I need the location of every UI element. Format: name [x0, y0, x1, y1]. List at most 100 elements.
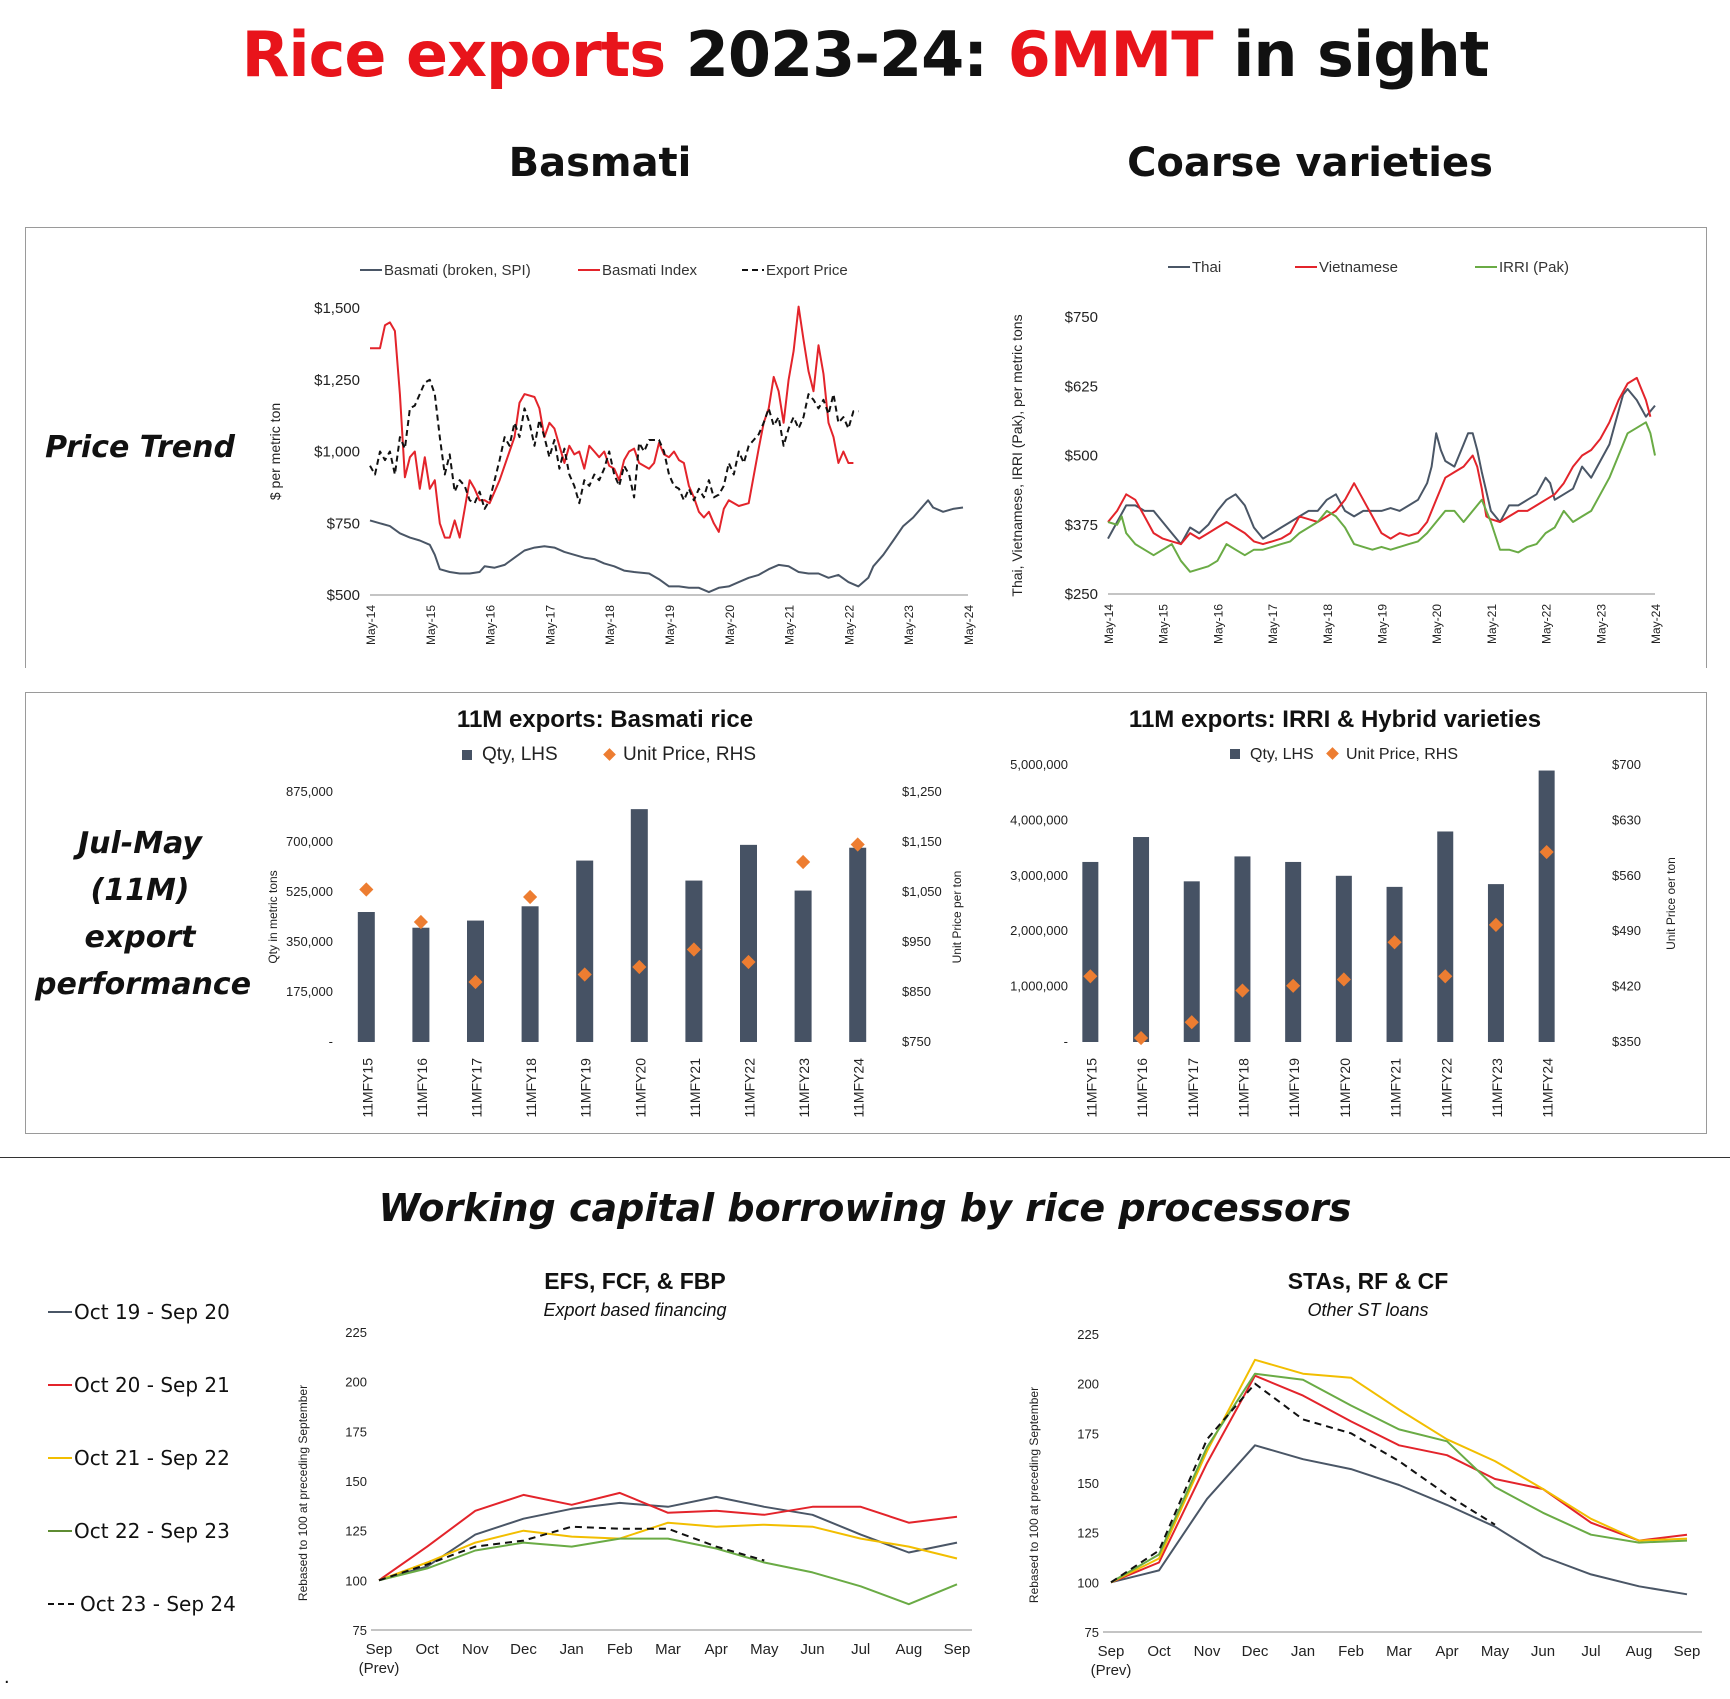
y-tick-label: 225 — [345, 1325, 367, 1340]
legend-swatch — [48, 1530, 72, 1532]
legend-swatch — [48, 1457, 72, 1459]
bar — [1234, 856, 1251, 1042]
bar — [521, 906, 539, 1042]
x-tick-label: May — [750, 1641, 779, 1658]
unit-price-marker — [686, 942, 701, 957]
bar — [1437, 831, 1454, 1042]
y-tick-label: 875,000 — [286, 784, 333, 799]
y-tick-label: 125 — [1077, 1526, 1099, 1541]
chart-title: 11M exports: Basmati rice — [457, 706, 753, 733]
x-tick-label: Feb — [1338, 1643, 1364, 1660]
x-tick-label: Sep — [1674, 1643, 1701, 1660]
y-tick-label: 175 — [1077, 1426, 1099, 1441]
bar — [1335, 875, 1352, 1042]
unit-price-marker — [359, 882, 374, 897]
series-line — [378, 1537, 958, 1606]
stas-rf-cf-chart: STAs, RF & CF Other ST loans 75 100 125 150 17… — [1027, 1268, 1702, 1679]
y2-tick-label: $420 — [1612, 979, 1641, 994]
y-tick-label: 3,000,000 — [1010, 868, 1068, 883]
x-tick-label: Feb — [607, 1641, 633, 1658]
legend-label: IRRI (Pak) — [1499, 259, 1569, 276]
x-tick-label: Oct — [1147, 1643, 1171, 1660]
chart-title: 11M exports: IRRI & Hybrid varieties — [1129, 706, 1541, 733]
x-tick-label: Sep — [944, 1641, 971, 1658]
x-tick-label: May-14 — [1102, 604, 1116, 644]
x-tick-label: Aug — [1626, 1643, 1653, 1660]
coarse-price-chart: Thai Vietnamese IRRI (Pak) $250 $375 $500 $625… — [1009, 259, 1663, 644]
bar — [1285, 861, 1302, 1042]
y-tick-label: - — [329, 1034, 333, 1049]
series-line — [378, 1491, 958, 1582]
title-in-sight: in sight — [1212, 18, 1489, 91]
unit-price-marker — [1438, 969, 1453, 984]
x-tick-label: 11MFY23 — [1489, 1058, 1505, 1118]
bar — [1538, 770, 1555, 1042]
bar — [412, 927, 430, 1042]
bar — [630, 809, 648, 1042]
x-tick-label: May-21 — [1485, 604, 1499, 644]
legend-swatch — [1230, 749, 1240, 759]
bar — [1487, 884, 1504, 1042]
x-tick-label: May-19 — [663, 605, 677, 645]
y-tick-label: $1,500 — [314, 300, 360, 317]
legend-label: Thai — [1192, 259, 1221, 276]
irri-11m-chart: 11M exports: IRRI & Hybrid varieties Qty,… — [1010, 706, 1678, 1118]
series-line — [1110, 1372, 1688, 1584]
unit-price-marker — [1539, 844, 1554, 860]
x-tick-label: May-23 — [902, 605, 916, 645]
x-tick-label: May-21 — [783, 605, 797, 645]
unit-price-marker — [741, 954, 756, 970]
bar — [1386, 886, 1403, 1042]
legend-entry: Oct 22 - Sep 23 — [48, 1519, 230, 1543]
section-divider — [0, 1157, 1730, 1158]
main-title: Rice exports 2023-24: 6MMT in sight — [0, 18, 1730, 91]
x-tick-label: Jan — [560, 1641, 584, 1658]
column-heading-coarse: Coarse varieties — [1127, 140, 1493, 186]
row-label-line: performance — [35, 967, 252, 1002]
x-tick-label: 11MFY20 — [632, 1058, 648, 1118]
x-tick-label: Sep — [1098, 1643, 1125, 1660]
x-tick-label: Jun — [800, 1641, 824, 1658]
x-tick-label: Jul — [851, 1641, 870, 1658]
chart-subtitle: Other ST loans — [1307, 1300, 1428, 1320]
y2-tick-label: $850 — [902, 984, 931, 999]
x-tick-label: May-14 — [364, 605, 378, 645]
x-tick-label: 11MFY15 — [359, 1058, 375, 1118]
bar — [849, 847, 867, 1042]
x-tick-label: May-18 — [603, 605, 617, 645]
x-tick-label: May-15 — [424, 605, 438, 645]
legend-entry: Oct 19 - Sep 20 — [48, 1300, 230, 1324]
legend-label: Qty, LHS — [1250, 746, 1314, 763]
x-tick-label: May-22 — [842, 605, 856, 645]
series-line — [378, 1525, 765, 1582]
y-tick-label: 200 — [1077, 1377, 1099, 1392]
x-tick-label: Aug — [895, 1641, 922, 1658]
y-tick-label: $375 — [1065, 517, 1098, 534]
x-tick-label: 11MFY21 — [687, 1058, 703, 1118]
bar — [1082, 861, 1099, 1042]
efs-fcf-fbp-chart: EFS, FCF, & FBP Export based financing 75 1… — [296, 1268, 972, 1677]
column-heading-basmati: Basmati — [508, 140, 692, 186]
x-tick-label: May-24 — [962, 605, 976, 645]
y-tick-label: 150 — [345, 1474, 367, 1489]
series-line — [1110, 1444, 1688, 1596]
legend-label: Qty, LHS — [482, 744, 558, 765]
row-label-price-trend: Price Trend — [45, 430, 235, 465]
row-label-line: (11M) — [90, 873, 190, 908]
x-tick-label: May-18 — [1321, 604, 1335, 644]
x-tick-label: 11MFY15 — [1083, 1058, 1099, 1118]
y2-tick-label: $560 — [1612, 868, 1641, 883]
x-tick-label: Nov — [462, 1641, 489, 1658]
x-tick-label: May-20 — [723, 605, 737, 645]
y-tick-label: 5,000,000 — [1010, 757, 1068, 772]
x-tick-label: 11MFY17 — [1185, 1058, 1201, 1118]
y-tick-label: $750 — [1065, 309, 1098, 326]
chart-title: EFS, FCF, & FBP — [544, 1268, 725, 1294]
bar — [1133, 837, 1150, 1042]
chart-title: STAs, RF & CF — [1288, 1268, 1449, 1294]
unit-price-marker — [850, 837, 865, 852]
bar — [685, 880, 703, 1042]
working-capital-title: Working capital borrowing by rice proces… — [378, 1186, 1352, 1230]
y-tick-label: 1,000,000 — [1010, 979, 1068, 994]
series-line — [369, 378, 859, 510]
